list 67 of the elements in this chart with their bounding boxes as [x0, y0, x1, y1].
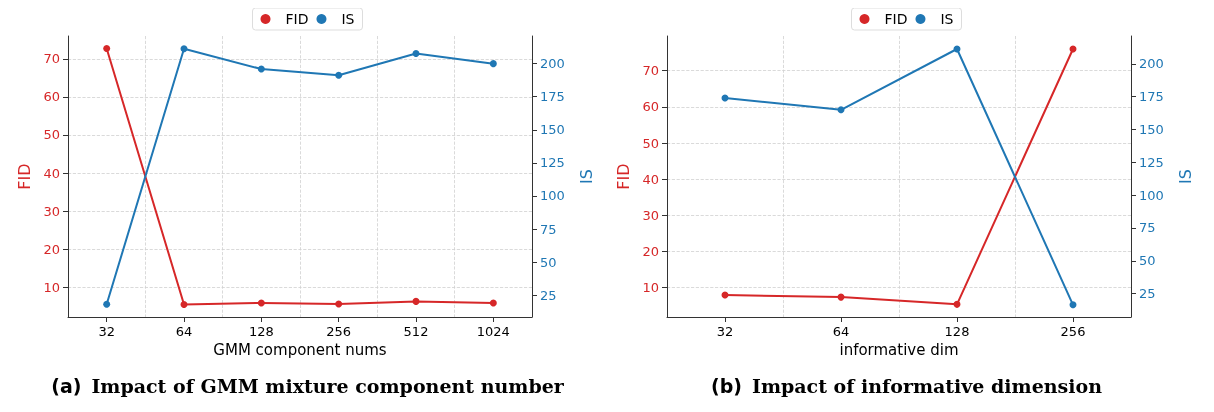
y2-tick-label: 125 [1139, 154, 1164, 170]
y-tick-label: 70 [43, 51, 60, 67]
y-axis-title: FID [14, 163, 34, 190]
x-tick-label: 1024 [476, 324, 510, 339]
x-axis-title: informative dim [839, 341, 959, 360]
y2-tick-label: 175 [540, 89, 565, 105]
y2-tick-label: 200 [540, 56, 565, 72]
x-axis-title: GMM component nums [213, 341, 387, 360]
y2-tick-label: 175 [1139, 89, 1164, 105]
point [412, 297, 420, 305]
legend-label: FID [884, 11, 908, 27]
y-tick-label: 60 [43, 89, 60, 105]
point [257, 65, 265, 73]
x-tick-label: 32 [98, 324, 115, 339]
y2-tick-label: 25 [1139, 286, 1156, 302]
legend-label: FID [285, 11, 309, 27]
point [953, 300, 961, 308]
y-tick-label: 40 [642, 171, 659, 187]
y2-tick-label: 125 [540, 155, 565, 171]
y2-tick-label: 100 [540, 188, 565, 204]
y2-tick-label: 150 [540, 122, 565, 138]
y2-tick-label: 100 [1139, 187, 1164, 203]
y-tick-label: 50 [642, 135, 659, 151]
x-tick-label: 32 [716, 324, 734, 339]
y-axis-title: FID [613, 163, 633, 190]
point [1069, 301, 1077, 309]
y2-tick-label: 200 [1139, 56, 1164, 72]
legend-label: IS [341, 11, 355, 27]
y-tick-label: 30 [642, 207, 659, 223]
text: (a) Impact of GMM mixture component number [51, 374, 565, 397]
y-tick-label: 10 [642, 280, 659, 296]
point [180, 300, 188, 308]
y2-tick-label: 50 [540, 254, 557, 270]
y2-tick-label: 25 [540, 287, 557, 303]
point [103, 300, 111, 308]
text: (b) Impact of informative dimension [711, 374, 1103, 397]
point [335, 300, 343, 308]
y2-axis-title: IS [576, 169, 596, 184]
x-tick-label: 256 [326, 324, 352, 339]
y-tick-label: 50 [43, 127, 60, 143]
y2-tick-label: 50 [1139, 253, 1156, 269]
x-tick-label: 256 [1060, 324, 1086, 339]
point [335, 71, 343, 79]
y2-tick-label: 150 [1139, 121, 1164, 137]
y-tick-label: 20 [642, 244, 659, 260]
y2-axis-title: IS [1175, 169, 1195, 184]
point [412, 49, 420, 57]
x-tick-label: 512 [403, 324, 429, 339]
y2-tick-label: 75 [1139, 220, 1156, 236]
y-tick-label: 30 [43, 203, 60, 219]
y-tick-label: 10 [43, 279, 60, 295]
point [257, 299, 265, 307]
x-tick-label: 64 [832, 324, 850, 339]
x-tick-label: 128 [248, 324, 274, 339]
legend-label: IS [940, 11, 954, 27]
point [489, 60, 497, 68]
y-tick-label: 20 [43, 241, 60, 257]
y2-tick-label: 75 [540, 221, 557, 237]
point [489, 299, 497, 307]
point [103, 45, 111, 53]
y-tick-label: 40 [43, 165, 60, 181]
y-tick-label: 60 [642, 99, 659, 115]
point [837, 106, 845, 114]
x-tick-label: 64 [175, 324, 193, 339]
y-tick-label: 70 [642, 63, 659, 79]
point [180, 45, 188, 53]
x-tick-label: 128 [944, 324, 970, 339]
